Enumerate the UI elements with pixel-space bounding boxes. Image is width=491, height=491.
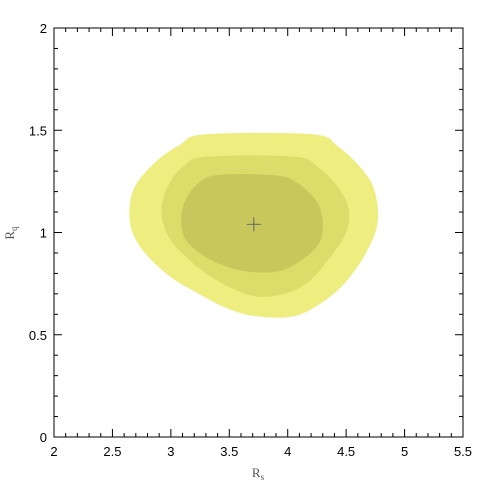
- y-tick-label: 0.5: [29, 328, 47, 343]
- y-tick-label: 2: [40, 21, 47, 36]
- x-tick-label: 2.5: [103, 444, 121, 459]
- tick-label-layer: 2 2.5 3 3.5 4 4.5 5 5.5 0 0.5 1 1.5 2: [29, 21, 472, 459]
- x-tick-label: 5: [401, 444, 408, 459]
- y-tick-label: 1.5: [29, 123, 47, 138]
- contour-inner: [181, 173, 323, 273]
- x-tick-label: 2: [50, 444, 57, 459]
- y-axis-label-sub: q: [9, 226, 19, 231]
- x-tick-label: 4: [284, 444, 291, 459]
- y-tick-label: 0: [40, 430, 47, 445]
- y-axis-label-main: R: [2, 231, 17, 240]
- x-axis-label-main: R: [252, 465, 261, 480]
- x-axis-label-sub: s: [261, 472, 265, 482]
- x-tick-label: 4.5: [337, 444, 355, 459]
- x-axis-label: Rs: [252, 465, 265, 482]
- tick-layer: [53, 27, 464, 438]
- y-axis-label: Rq: [2, 226, 19, 240]
- y-tick-label: 1: [40, 226, 47, 241]
- x-tick-label: 3.5: [220, 444, 238, 459]
- best-fit-marker: [246, 217, 261, 232]
- x-tick-label: 5.5: [454, 444, 472, 459]
- x-tick-label: 3: [167, 444, 174, 459]
